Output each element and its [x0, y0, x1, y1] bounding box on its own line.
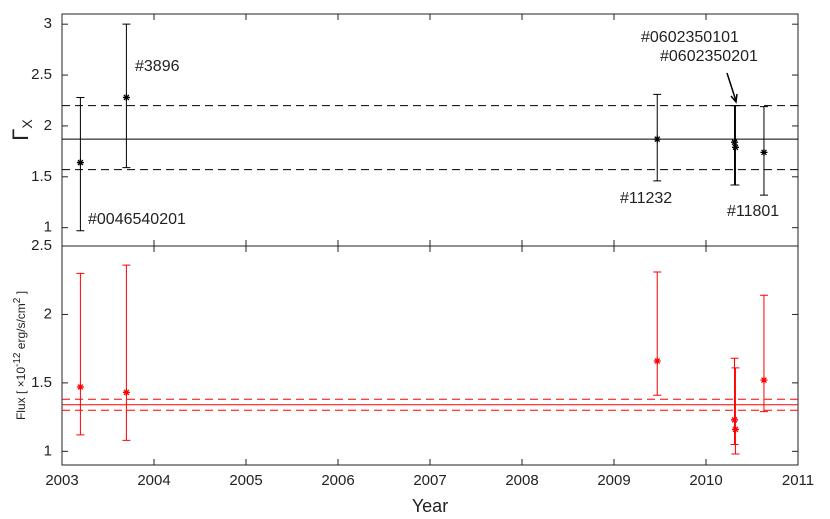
y-tick-label: 1.5: [31, 374, 52, 391]
data-point: [731, 138, 739, 146]
annotation: #0602350101: [641, 29, 739, 46]
y-axis-label: ΓX: [8, 119, 35, 141]
y-tick-label: 2.5: [31, 237, 52, 254]
y-axis-label-part: erg/s/cm: [14, 303, 28, 352]
x-tick-label: 2008: [505, 472, 538, 489]
y-tick-label: 2: [44, 117, 52, 134]
y-tick-label: 3: [44, 15, 52, 32]
error-bar: [731, 367, 740, 455]
x-tick-label: 2007: [413, 472, 446, 489]
x-tick-label: 2003: [45, 472, 78, 489]
error-bar: [122, 264, 131, 441]
x-tick-label: 2005: [229, 472, 262, 489]
x-tick-label: 2010: [689, 472, 722, 489]
error-bar: [653, 271, 662, 396]
plot-frame: [61, 13, 799, 466]
error-bar: [759, 294, 768, 413]
annotation: #0046540201: [88, 211, 186, 228]
y-tick-label: 1.5: [31, 168, 52, 185]
data-point: [122, 93, 130, 101]
data-point: [731, 416, 739, 424]
y-tick-label: 1: [44, 442, 52, 459]
y-tick-label: 2: [44, 305, 52, 322]
annotation: #3896: [135, 58, 180, 75]
annotation-arrow: [726, 72, 738, 104]
data-point: [653, 135, 661, 143]
annotation: #11232: [620, 190, 672, 207]
y-axis-label: Flux [ ×10-12 erg/s/cm2 ]: [12, 291, 29, 420]
data-point: [731, 143, 739, 151]
y-axis-label-part: Flux [ ×10: [14, 367, 28, 420]
annotation: #11801: [727, 203, 779, 220]
data-point: [76, 383, 84, 391]
y-axis-label-part: ]: [14, 291, 28, 298]
x-axis-label: Year: [412, 496, 448, 516]
error-bar: [76, 272, 85, 436]
y-axis-label-main: Γ: [8, 129, 33, 141]
data-point: [731, 425, 739, 433]
data-point: [122, 388, 130, 396]
x-tick-label: 2011: [782, 472, 814, 489]
data-point: [653, 357, 661, 365]
y-axis-label-sup: -12: [12, 352, 23, 367]
y-axis-label-sup: 2: [12, 297, 23, 303]
data-point: [760, 148, 768, 156]
x-tick-label: 2009: [597, 472, 630, 489]
y-axis-label-sub: X: [19, 119, 35, 129]
data-point: [76, 159, 84, 167]
x-tick-label: 2006: [321, 472, 354, 489]
y-tick-label: 2.5: [31, 66, 52, 83]
data-point: [760, 376, 768, 384]
y-tick-label: 1: [44, 219, 52, 236]
x-tick-label: 2004: [137, 472, 170, 489]
annotation: #0602350201: [660, 48, 758, 65]
